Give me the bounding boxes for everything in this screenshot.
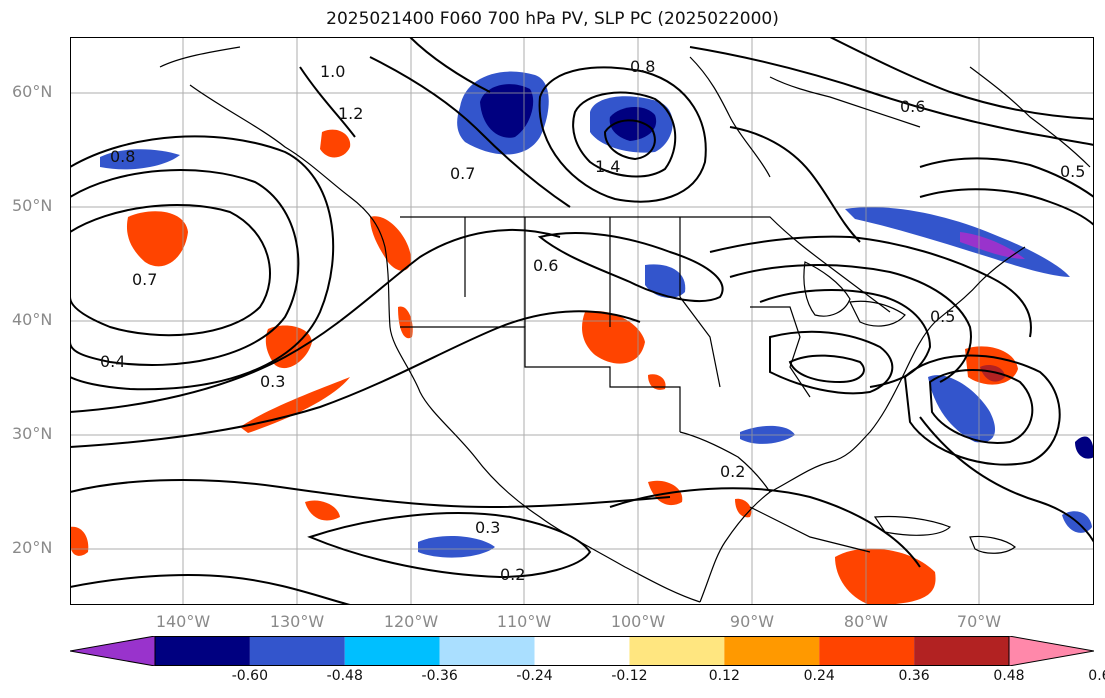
colorbar-segment (439, 636, 535, 666)
lat-label-30n: 30°N (12, 424, 53, 443)
pv-positive-area (305, 500, 340, 521)
contour-label: 1.4 (595, 157, 620, 176)
contour-label: 0.8 (110, 147, 135, 166)
lon-label-110w: 110°W (496, 612, 552, 631)
map-frame (70, 37, 1094, 605)
colorbar-tick-label: 0.36 (898, 668, 930, 684)
colorbar-tick-label: -0.12 (611, 668, 648, 684)
colorbar-tick-label: -0.36 (421, 668, 458, 684)
lon-label-70w: 70°W (956, 612, 1002, 631)
slp-contours (70, 37, 1094, 605)
pv-positive-area (398, 306, 413, 339)
pv-positive-area (582, 311, 645, 364)
contour-label: 0.4 (100, 352, 125, 371)
colorbar-segment (344, 636, 440, 666)
colorbar-tick-label: -0.60 (231, 668, 268, 684)
contour-label: 0.6 (900, 97, 925, 116)
lon-label-80w: 80°W (843, 612, 889, 631)
lon-label-100w: 100°W (610, 612, 666, 631)
lon-label-120w: 120°W (383, 612, 439, 631)
contour-label: 0.7 (132, 270, 157, 289)
contour-label: 0.5 (1060, 162, 1085, 181)
contour-label: 0.3 (475, 518, 500, 537)
pv-negative-core (960, 232, 1025, 259)
colorbar-segment (249, 636, 345, 666)
pv-positive-area (735, 498, 752, 518)
contour-label: 0.3 (260, 372, 285, 391)
contour-label: 1.2 (338, 104, 363, 123)
pv-negative-area (418, 535, 495, 558)
pv-slp-map: 1.0 1.2 0.8 0.7 0.4 0.3 0.2 0.6 0.5 1.4 … (70, 37, 1094, 605)
pv-positive-core (980, 365, 1005, 382)
pv-negative-core (480, 84, 534, 138)
colorbar-tick-label: -0.48 (326, 668, 363, 684)
graticule (70, 37, 1094, 605)
lat-label-20n: 20°N (12, 538, 53, 557)
lon-label-140w: 140°W (155, 612, 211, 631)
contour-labels: 1.0 1.2 0.8 0.7 0.4 0.3 0.2 0.6 0.5 1.4 … (100, 57, 1085, 584)
colorbar-outline (154, 636, 1010, 666)
contour-label: 0.6 (533, 256, 558, 275)
colorbar-tick-label: 0.24 (803, 668, 835, 684)
contour-label: 0.8 (630, 57, 655, 76)
colorbar-extend-low (70, 636, 156, 666)
map-title: 2025021400 F060 700 hPa PV, SLP PC (2025… (326, 9, 779, 29)
contour-label: 1.0 (320, 62, 345, 81)
pv-negative-area (645, 264, 686, 298)
colorbar-segment (629, 636, 725, 666)
colorbar-extend-high (1008, 636, 1094, 666)
pv-negative-area (1075, 436, 1094, 459)
pv-positive-area (370, 216, 411, 271)
lon-label-130w: 130°W (269, 612, 325, 631)
colorbar-segment (819, 636, 915, 666)
pv-negative-band (845, 207, 1070, 277)
pv-positive-area (126, 211, 188, 267)
pv-negative-core (609, 106, 657, 141)
pv-negative-area (100, 149, 180, 170)
lon-label-90w: 90°W (729, 612, 775, 631)
contour-label: 0.7 (450, 164, 475, 183)
colorbar (70, 636, 1094, 666)
pv-positive-area (648, 374, 666, 390)
colorbar-segment (914, 636, 1009, 666)
colorbar-tick-label: 0.48 (993, 668, 1025, 684)
pv-positive-area (320, 129, 351, 158)
colorbar-tick-label: -0.24 (516, 668, 553, 684)
contour-label: 0.5 (930, 307, 955, 326)
pv-negative-area (928, 375, 995, 443)
pv-positive-band (240, 377, 350, 433)
colorbar-tick-label: 0.60 (1088, 668, 1105, 684)
pv-positive-area (70, 526, 89, 556)
colorbar-segment (155, 636, 250, 666)
lat-label-50n: 50°N (12, 196, 53, 215)
colorbar-segment (724, 636, 820, 666)
pv-positive-area (835, 548, 936, 605)
colorbar-segment (534, 636, 630, 666)
contour-label: 0.2 (720, 462, 745, 481)
colorbar-tick-label: 0.12 (708, 668, 740, 684)
lat-label-40n: 40°N (12, 310, 53, 329)
lat-label-60n: 60°N (12, 82, 53, 101)
contour-label: 0.2 (500, 565, 525, 584)
